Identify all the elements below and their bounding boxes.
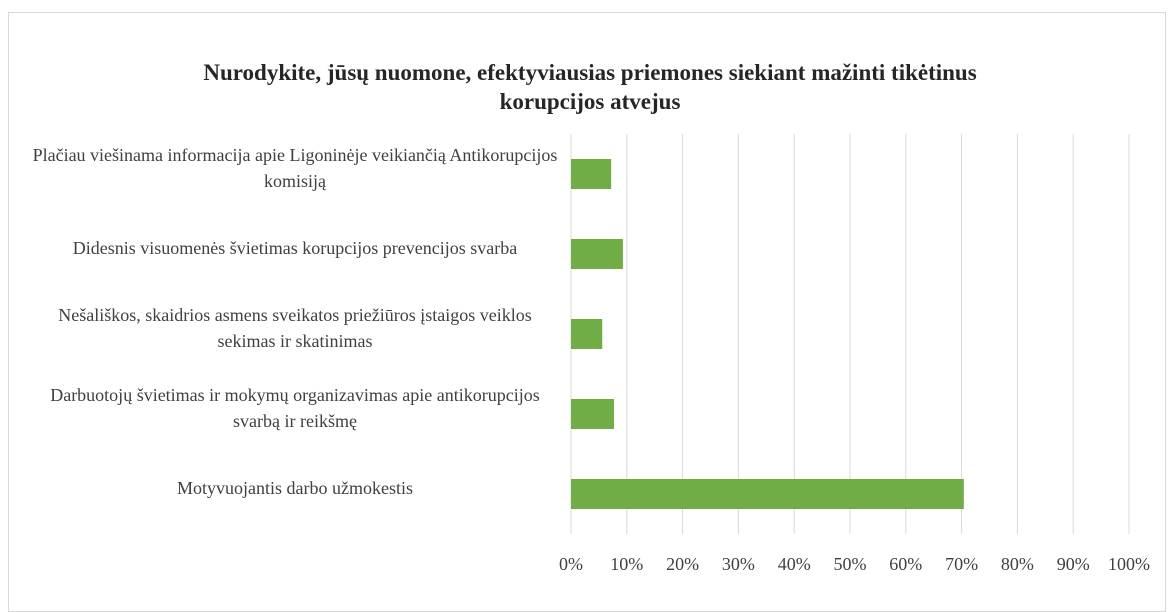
x-tick-label: 30% <box>722 554 755 574</box>
chart: 0% 10% 20% 30% 40% 50% 60% 70% 80% 90% 100% <box>559 134 1150 574</box>
y-tick-label: Didesnis visuomenės švietimas korupcijos… <box>72 238 518 258</box>
x-tick-label: 50% <box>834 554 867 574</box>
bar <box>571 399 614 429</box>
x-tick-label: 20% <box>666 554 699 574</box>
x-tick-label: 60% <box>889 554 922 574</box>
y-tick-label: Motyvuojantis darbo užmokestis <box>177 478 413 498</box>
y-tick-label: Nešališkos, skaidrios asmens sveikatos p… <box>58 305 532 351</box>
x-tick-label: 70% <box>945 554 978 574</box>
x-tick-label: 80% <box>1001 554 1034 574</box>
page: Nurodykite, jūsų nuomone, efektyviausias… <box>8 12 1166 612</box>
bar <box>571 159 612 189</box>
x-tick-label: 0% <box>559 554 583 574</box>
bar <box>571 479 964 509</box>
x-tick-label: 40% <box>778 554 811 574</box>
chart-title: Nurodykite, jūsų nuomone, efektyviausias… <box>203 60 977 114</box>
y-tick-label: Darbuotojų švietimas ir mokymų organizav… <box>50 385 540 431</box>
x-tick-label: 100% <box>1108 554 1150 574</box>
bar <box>571 319 603 349</box>
y-tick-label: Plačiau viešinama informacija apie Ligon… <box>32 145 558 191</box>
x-tick-label: 90% <box>1057 554 1090 574</box>
x-tick-label: 10% <box>610 554 643 574</box>
bar <box>571 239 623 269</box>
